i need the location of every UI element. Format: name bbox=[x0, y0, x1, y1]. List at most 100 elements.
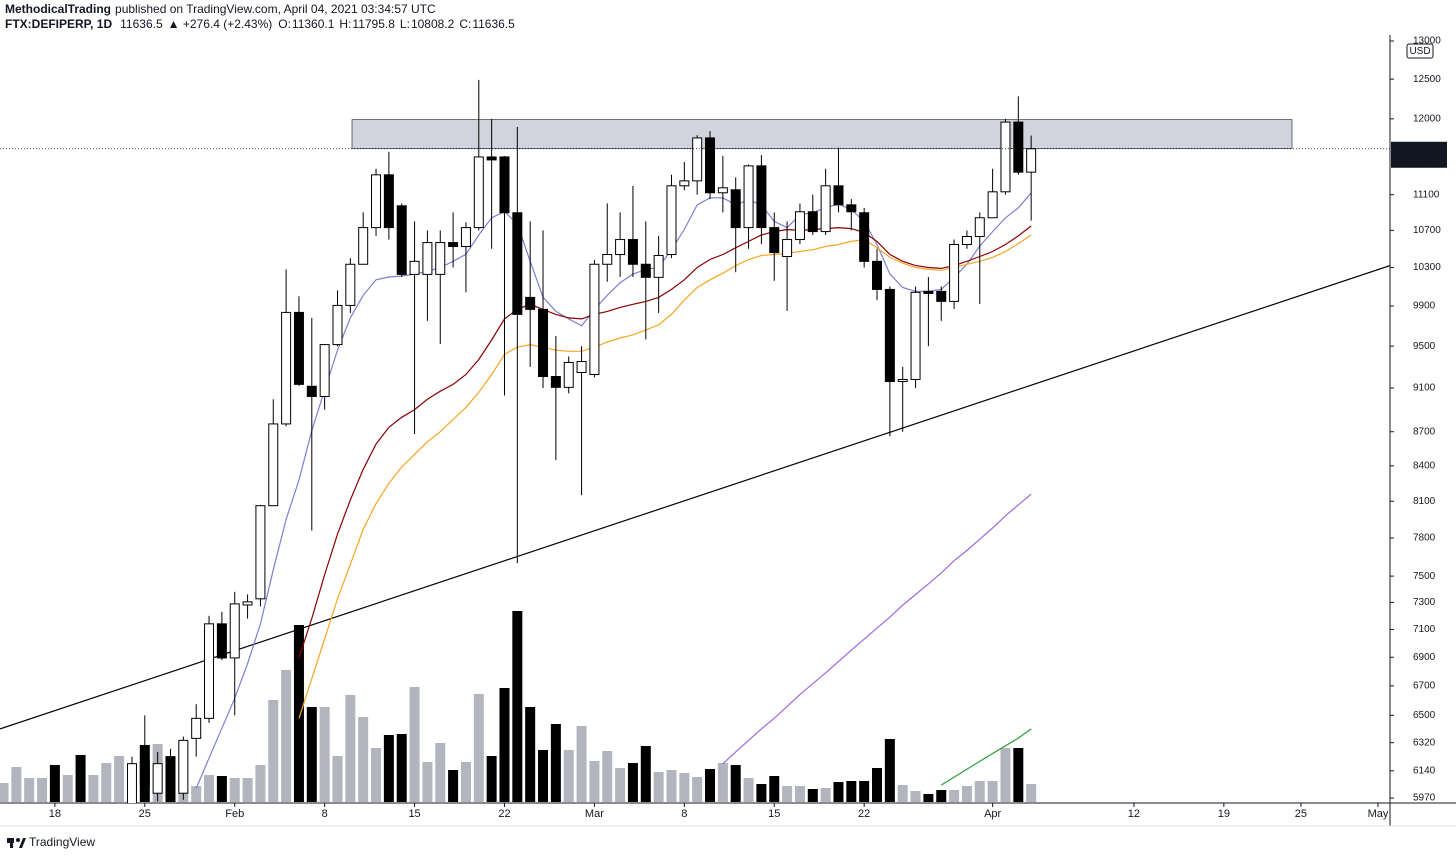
volume-bar bbox=[216, 776, 227, 802]
volume-bar bbox=[37, 778, 48, 802]
candle-body bbox=[115, 810, 124, 830]
candle-body bbox=[191, 717, 202, 739]
volume-bar bbox=[1026, 784, 1037, 802]
y-tick-label: 7800 bbox=[1413, 533, 1436, 544]
candle-body bbox=[679, 180, 690, 187]
volume-bar bbox=[204, 775, 215, 802]
volume-bar bbox=[923, 794, 934, 802]
volume-bar bbox=[910, 791, 921, 802]
indicator-line bbox=[195, 192, 1032, 789]
candle-body bbox=[358, 227, 369, 265]
volume-bar bbox=[627, 763, 638, 802]
volume-bar bbox=[884, 739, 895, 802]
candle-body bbox=[1013, 121, 1024, 173]
volume-bar bbox=[807, 789, 818, 802]
x-tick-label: 19 bbox=[1218, 808, 1230, 820]
candle-body bbox=[268, 423, 279, 507]
y-tick-label: 7300 bbox=[1413, 597, 1436, 608]
volume-bar bbox=[114, 756, 125, 802]
candle-body bbox=[666, 185, 677, 256]
candle-body bbox=[640, 263, 651, 278]
header-text: L: bbox=[400, 17, 410, 31]
volume-bar bbox=[191, 786, 202, 802]
volume-bar bbox=[371, 748, 382, 802]
candle-body bbox=[833, 185, 844, 206]
y-tick-label: 12000 bbox=[1413, 113, 1441, 124]
volume-bar bbox=[486, 756, 497, 802]
y-tick-label: 12500 bbox=[1413, 74, 1441, 85]
candle-body bbox=[705, 137, 716, 194]
volume-bar bbox=[589, 761, 600, 802]
x-tick-label: 22 bbox=[498, 808, 510, 820]
candle-body bbox=[910, 291, 921, 380]
last-price-label: 11636.5 bbox=[1396, 143, 1432, 154]
volume-bar bbox=[897, 785, 908, 802]
candle-body bbox=[178, 739, 189, 794]
volume-bar bbox=[679, 773, 690, 802]
candle-body bbox=[615, 239, 626, 256]
y-tick-label: 6500 bbox=[1413, 710, 1436, 721]
volume-bar bbox=[473, 694, 484, 802]
candle-body bbox=[0, 852, 8, 858]
volume-bar bbox=[101, 763, 112, 802]
footer-brand: TradingView bbox=[29, 835, 95, 849]
candle-body bbox=[923, 290, 934, 294]
header-text: MethodicalTrading bbox=[5, 2, 111, 16]
volume-bar bbox=[576, 726, 587, 802]
volume-bar bbox=[88, 775, 99, 802]
volume-bar bbox=[538, 750, 549, 802]
candle-body bbox=[371, 174, 382, 229]
volume-bar bbox=[49, 765, 60, 802]
candle-body bbox=[499, 156, 510, 214]
candle-body bbox=[730, 189, 741, 229]
x-tick-label: Mar bbox=[585, 808, 604, 820]
candle-body bbox=[102, 830, 111, 844]
volume-bar bbox=[281, 670, 292, 802]
volume-bar bbox=[974, 781, 985, 802]
candle-body bbox=[512, 212, 523, 315]
indicator-line bbox=[940, 728, 1032, 786]
volume-bar bbox=[602, 751, 613, 802]
candle-body bbox=[961, 236, 972, 246]
volume-bar bbox=[306, 707, 317, 802]
candle-body bbox=[692, 137, 703, 182]
header-text: O: bbox=[278, 17, 291, 31]
candle-body bbox=[627, 239, 638, 265]
candle-body bbox=[884, 288, 895, 382]
volume-bar bbox=[782, 786, 793, 802]
candle-body bbox=[769, 227, 780, 254]
y-tick-label: 9900 bbox=[1413, 301, 1436, 312]
x-tick-label: Apr bbox=[984, 808, 1001, 820]
candle-body bbox=[820, 185, 831, 233]
volume-bar bbox=[705, 769, 716, 802]
volume-bar bbox=[1013, 748, 1024, 802]
volume-bar bbox=[383, 735, 394, 802]
y-tick-label: 13000 bbox=[1413, 36, 1441, 47]
header-text: ▲ +276.4 (+2.43%) bbox=[168, 17, 273, 31]
volume-bar bbox=[666, 770, 677, 802]
currency-box bbox=[1406, 43, 1434, 59]
y-tick-label: 9100 bbox=[1413, 383, 1436, 394]
candle-body bbox=[872, 260, 883, 290]
last-price-box bbox=[1391, 141, 1447, 168]
candle-body bbox=[653, 254, 664, 278]
volume-bar bbox=[229, 778, 240, 802]
candle-body bbox=[563, 361, 574, 388]
candle-body bbox=[473, 156, 484, 229]
header-text: 11795.8 bbox=[352, 17, 395, 31]
candle-body bbox=[396, 205, 407, 275]
volume-bar bbox=[846, 781, 857, 802]
volume-bar bbox=[242, 778, 253, 802]
candle-body bbox=[486, 156, 497, 161]
volume-bar bbox=[833, 782, 844, 802]
x-tick-label: 18 bbox=[49, 808, 61, 820]
indicator-line bbox=[722, 493, 1032, 765]
candle-body bbox=[38, 826, 47, 833]
volume-bar bbox=[949, 790, 960, 802]
x-tick-label: 25 bbox=[139, 808, 151, 820]
y-tick-label: 11100 bbox=[1413, 189, 1440, 200]
x-tick-label: 8 bbox=[322, 808, 328, 820]
candle-body bbox=[525, 296, 536, 310]
y-tick-label: 6900 bbox=[1413, 652, 1436, 663]
